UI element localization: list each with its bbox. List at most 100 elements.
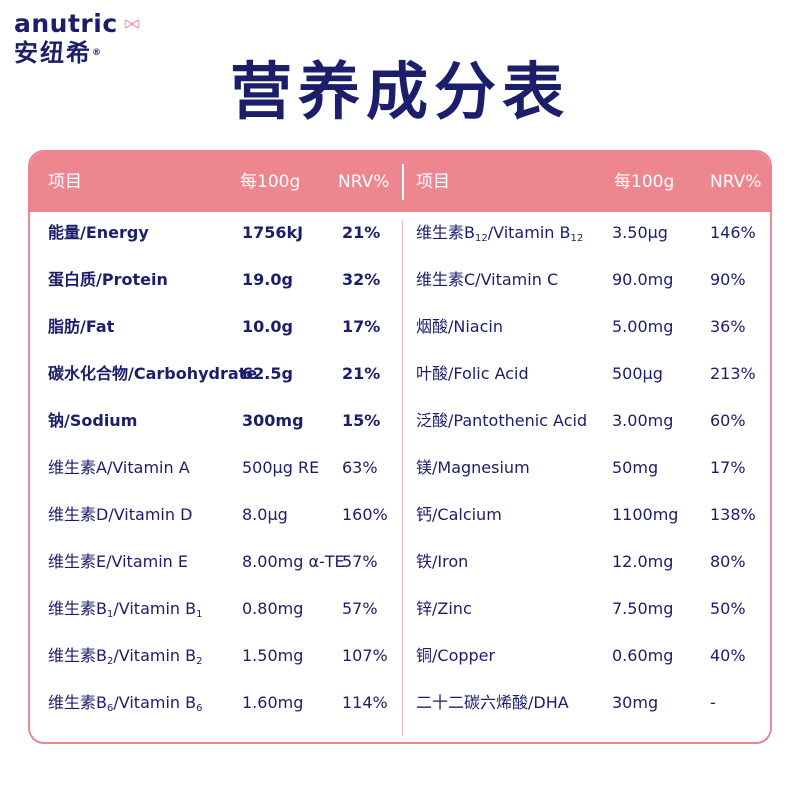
bow-icon	[124, 12, 140, 40]
header-divider	[402, 164, 404, 200]
nutrient-name: 钙/Calcium	[416, 505, 502, 524]
table-row: 锌/Zinc 7.50mg 50%	[30, 594, 770, 624]
nutrient-nrv: 21%	[342, 364, 381, 383]
table-row: 能量/Energy 1756kJ 21%	[30, 218, 770, 248]
nutrient-nrv: 57%	[342, 552, 378, 571]
nutrient-name-english: /Vitamin B	[487, 223, 571, 242]
brand-name-en: anutric	[14, 9, 140, 38]
table-row: 维生素D/Vitamin D 8.0µg 160%	[30, 500, 770, 530]
nutrient-amount: 19.0g	[242, 270, 293, 289]
nutrient-amount: 300mg	[242, 411, 304, 430]
table-row: 维生素B1/Vitamin B1 0.80mg 57%	[30, 594, 770, 624]
nutrient-amount: 30mg	[612, 693, 659, 712]
nutrient-name: 蛋白质/Protein	[48, 270, 168, 289]
nutrient-name: 维生素D/Vitamin D	[48, 505, 193, 524]
nutrient-name: 维生素B6/Vitamin B6	[48, 688, 202, 718]
table-header: 项目 每100g NRV% 项目 每100g NRV%	[30, 152, 770, 212]
nutrient-amount: 500µg	[612, 364, 663, 383]
nutrient-amount: 8.0µg	[242, 505, 288, 524]
nutrient-name-english: /Vitamin B	[113, 693, 197, 712]
header-nrv-left: NRV%	[338, 172, 390, 192]
brand-name-cn: 安纽希®	[14, 38, 118, 68]
header-per100g-left: 每100g	[240, 172, 301, 192]
nutrient-name: 维生素E/Vitamin E	[48, 552, 188, 571]
nutrient-name-subscript: 6	[196, 703, 203, 714]
nutrient-name: 泛酸/Pantothenic Acid	[416, 411, 588, 430]
brand-logo: anutric 安纽希®	[14, 9, 140, 68]
nutrient-amount: 10.0g	[242, 317, 293, 336]
header-nrv-right: NRV%	[710, 172, 762, 192]
nutrient-nrv: 17%	[710, 458, 746, 477]
nutrient-amount: 62.5g	[242, 364, 293, 383]
nutrient-name: 锌/Zinc	[416, 599, 472, 618]
nutrient-amount: 12.0mg	[612, 552, 674, 571]
nutrient-name-prefix: 维生素B	[48, 646, 107, 665]
header-item-left: 项目	[48, 172, 82, 192]
nutrient-name: 铁/Iron	[416, 552, 469, 571]
nutrient-name: 碳水化合物/Carbohydrate	[48, 364, 258, 383]
nutrient-amount: 500µg RE	[242, 458, 320, 477]
nutrient-amount: 1100mg	[612, 505, 679, 524]
nutrient-name-prefix: 维生素B	[48, 599, 107, 618]
table-row: 维生素B12/Vitamin B12 3.50µg 146%	[30, 218, 770, 248]
table-row: 维生素B6/Vitamin B6 1.60mg 114%	[30, 688, 770, 718]
nutrient-name: 钠/Sodium	[48, 411, 138, 430]
nutrient-name-subscript: 1	[196, 609, 203, 620]
nutrient-amount: 0.80mg	[242, 599, 304, 618]
nutrient-amount: 3.00mg	[612, 411, 674, 430]
nutrient-name-subscript: 6	[106, 703, 114, 714]
nutrient-nrv: 32%	[342, 270, 381, 289]
nutrient-name-english: /Vitamin B	[113, 646, 197, 665]
nutrient-nrv: 57%	[342, 599, 378, 618]
page-title: 营养成分表	[229, 55, 570, 128]
nutrient-name: 铜/Copper	[416, 646, 496, 665]
table-row: 叶酸/Folic Acid 500µg 213%	[30, 359, 770, 389]
table-row: 维生素A/Vitamin A 500µg RE 63%	[30, 453, 770, 483]
nutrient-name-english: /Vitamin B	[113, 599, 197, 618]
brand-name-en-text: anutric	[14, 9, 118, 38]
table-row: 维生素C/Vitamin C 90.0mg 90%	[30, 265, 770, 295]
nutrient-name-subscript: 12	[570, 233, 584, 244]
nutrient-nrv: 21%	[342, 223, 381, 242]
nutrient-name: 维生素B2/Vitamin B2	[48, 641, 202, 671]
nutrient-name-prefix: 维生素B	[48, 693, 107, 712]
nutrient-nrv: 138%	[710, 505, 756, 524]
nutrient-name-subscript: 12	[474, 233, 488, 244]
brand-name-cn-text: 安纽希	[14, 39, 92, 67]
table-row: 铁/Iron 12.0mg 80%	[30, 547, 770, 577]
nutrient-amount: 1756kJ	[242, 223, 304, 242]
nutrient-amount: 1.50mg	[242, 646, 304, 665]
table-row: 维生素E/Vitamin E 8.00mg α-TE 57%	[30, 547, 770, 577]
nutrient-nrv: 90%	[710, 270, 746, 289]
table-row: 碳水化合物/Carbohydrate 62.5g 21%	[30, 359, 770, 389]
nutrient-nrv: 40%	[710, 646, 746, 665]
table-row: 维生素B2/Vitamin B2 1.50mg 107%	[30, 641, 770, 671]
nutrient-nrv: 60%	[710, 411, 746, 430]
nutrient-name: 能量/Energy	[48, 223, 149, 242]
nutrient-name: 叶酸/Folic Acid	[416, 364, 529, 383]
nutrient-name-subscript: 2	[196, 656, 203, 667]
nutrient-nrv: 50%	[710, 599, 746, 618]
nutrient-nrv: 80%	[710, 552, 746, 571]
nutrient-amount: 7.50mg	[612, 599, 674, 618]
table-row: 钠/Sodium 300mg 15%	[30, 406, 770, 436]
nutrient-name-subscript: 2	[106, 656, 114, 667]
table-row: 镁/Magnesium 50mg 17%	[30, 453, 770, 483]
nutrient-name-prefix: 维生素B	[416, 223, 475, 242]
nutrient-name: 维生素A/Vitamin A	[48, 458, 190, 477]
nutrient-nrv: 160%	[342, 505, 388, 524]
nutrient-amount: 5.00mg	[612, 317, 674, 336]
table-row: 钙/Calcium 1100mg 138%	[30, 500, 770, 530]
nutrient-nrv: 36%	[710, 317, 746, 336]
nutrient-name: 维生素C/Vitamin C	[416, 270, 559, 289]
header-per100g-right: 每100g	[614, 172, 675, 192]
nutrient-amount: 90.0mg	[612, 270, 674, 289]
nutrient-nrv: 17%	[342, 317, 381, 336]
table-row: 二十二碳六烯酸/DHA 30mg -	[30, 688, 770, 718]
nutrient-nrv: 15%	[342, 411, 381, 430]
nutrient-name: 维生素B1/Vitamin B1	[48, 594, 202, 624]
nutrient-nrv: 146%	[710, 223, 756, 242]
nutrient-name: 脂肪/Fat	[48, 317, 115, 336]
nutrition-table: 项目 每100g NRV% 项目 每100g NRV% 能量/Energy 175…	[28, 150, 772, 744]
nutrient-amount: 1.60mg	[242, 693, 304, 712]
